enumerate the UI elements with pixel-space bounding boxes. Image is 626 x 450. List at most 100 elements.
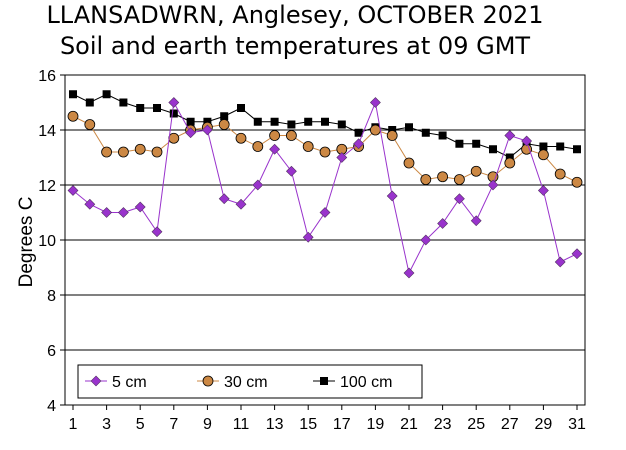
data-point-30-cm (571, 176, 583, 188)
data-point-30-cm (386, 130, 398, 141)
data-point-100-cm (270, 117, 279, 126)
data-point-5-cm (252, 179, 264, 191)
data-point-100-cm (287, 120, 296, 129)
data-point-5-cm (554, 256, 566, 268)
x-tick-label: 7 (169, 416, 178, 433)
data-point-30-cm (218, 119, 230, 130)
data-point-5-cm (67, 185, 79, 196)
x-tick-label: 1 (69, 416, 78, 433)
data-point-30-cm (269, 130, 281, 141)
data-point-5-cm (302, 231, 314, 243)
data-point-5-cm (285, 165, 297, 177)
data-point-5-cm (403, 267, 415, 279)
data-point-30-cm (151, 146, 163, 158)
y-tick-label: 16 (38, 68, 56, 85)
x-tick-label: 27 (501, 416, 519, 433)
data-point-100-cm (472, 139, 481, 148)
data-point-5-cm (369, 97, 381, 108)
data-point-30-cm (285, 130, 297, 141)
data-point-100-cm (354, 128, 363, 137)
x-tick-labels: 1 3 5 7 9 11 13 15 17 19 21 23 25 27 29 31 (69, 405, 586, 433)
data-point-100-cm (186, 117, 195, 126)
data-point-30-cm (504, 157, 516, 169)
data-point-5-cm (336, 152, 348, 163)
legend-item-5-cm: 5 cm (85, 374, 147, 391)
data-point-30-cm (538, 149, 549, 161)
data-point-30-cm (369, 124, 381, 136)
data-point-5-cm (453, 193, 465, 205)
data-point-100-cm (539, 142, 548, 151)
data-point-5-cm (134, 201, 146, 213)
data-point-5-cm (537, 185, 549, 196)
data-point-30-cm (403, 157, 415, 169)
data-point-30-cm (554, 168, 566, 180)
data-point-5-cm (571, 248, 583, 260)
data-point-100-cm (203, 117, 212, 126)
data-point-5-cm (353, 138, 365, 150)
data-point-30-cm (134, 143, 146, 155)
grid-lines (65, 129, 585, 351)
legend: 5 cm 30 cm 100 cm (77, 364, 423, 399)
data-point-5-cm (235, 198, 247, 210)
data-point-5-cm (504, 130, 516, 141)
data-point-5-cm (84, 198, 96, 210)
y-tick-label: 4 (47, 398, 56, 415)
data-point-5-cm (386, 190, 398, 202)
data-point-5-cm (319, 207, 331, 218)
data-point-100-cm (489, 145, 497, 154)
data-point-5-cm (487, 179, 499, 191)
legend-marker-30-cm (202, 375, 214, 387)
data-point-5-cm (151, 226, 163, 238)
data-point-100-cm (69, 90, 77, 99)
data-point-5-cm (437, 218, 449, 229)
x-tick-label: 21 (400, 416, 418, 433)
data-point-100-cm (119, 98, 128, 107)
data-point-100-cm (253, 117, 262, 126)
data-point-5-cm (269, 143, 281, 155)
data-point-100-cm (421, 128, 430, 137)
data-point-100-cm (153, 104, 161, 112)
x-tick-label: 13 (266, 416, 284, 433)
data-point-5-cm (185, 127, 197, 139)
data-point-30-cm (168, 132, 180, 144)
data-point-30-cm (437, 171, 449, 183)
data-point-5-cm (420, 234, 432, 246)
data-point-30-cm (302, 141, 314, 152)
data-point-100-cm (321, 117, 329, 126)
y-tick-label: 12 (38, 178, 56, 195)
chart-subtitle: Soil and earth temperatures at 09 GMT (59, 32, 531, 60)
data-point-5-cm (470, 215, 482, 227)
data-point-30-cm (420, 174, 432, 185)
x-tick-label: 25 (467, 416, 485, 433)
data-point-100-cm (455, 139, 464, 148)
data-point-5-cm (218, 193, 230, 205)
chart-title: LLANSADWRN, Anglesey, OCTOBER 2021 (46, 1, 544, 29)
x-tick-label: 15 (299, 416, 317, 433)
data-point-5-cm (101, 207, 113, 218)
legend-label: 5 cm (112, 374, 147, 391)
legend-item-100-cm: 100 cm (313, 374, 392, 391)
x-tick-label: 17 (333, 416, 351, 433)
series-100-cm (69, 90, 581, 162)
data-point-5-cm (117, 207, 129, 218)
data-point-100-cm (438, 131, 447, 140)
x-tick-label: 23 (434, 416, 452, 433)
x-tick-label: 5 (136, 416, 145, 433)
legend-marker-100-cm (320, 377, 328, 385)
x-tick-label: 31 (568, 416, 586, 433)
data-point-100-cm (237, 104, 245, 112)
data-point-100-cm (573, 145, 581, 154)
data-point-30-cm (84, 119, 96, 130)
data-point-100-cm (304, 117, 313, 126)
data-point-30-cm (252, 141, 264, 152)
y-tick-label: 8 (47, 288, 56, 305)
x-tick-label: 19 (367, 416, 385, 433)
x-tick-label: 29 (535, 416, 553, 433)
data-point-5-cm (168, 97, 180, 108)
series-30-cm (67, 110, 583, 188)
legend-item-30-cm: 30 cm (197, 374, 268, 391)
data-point-30-cm (67, 110, 79, 122)
y-tick-label: 14 (38, 123, 56, 140)
x-tick-label: 9 (203, 416, 212, 433)
